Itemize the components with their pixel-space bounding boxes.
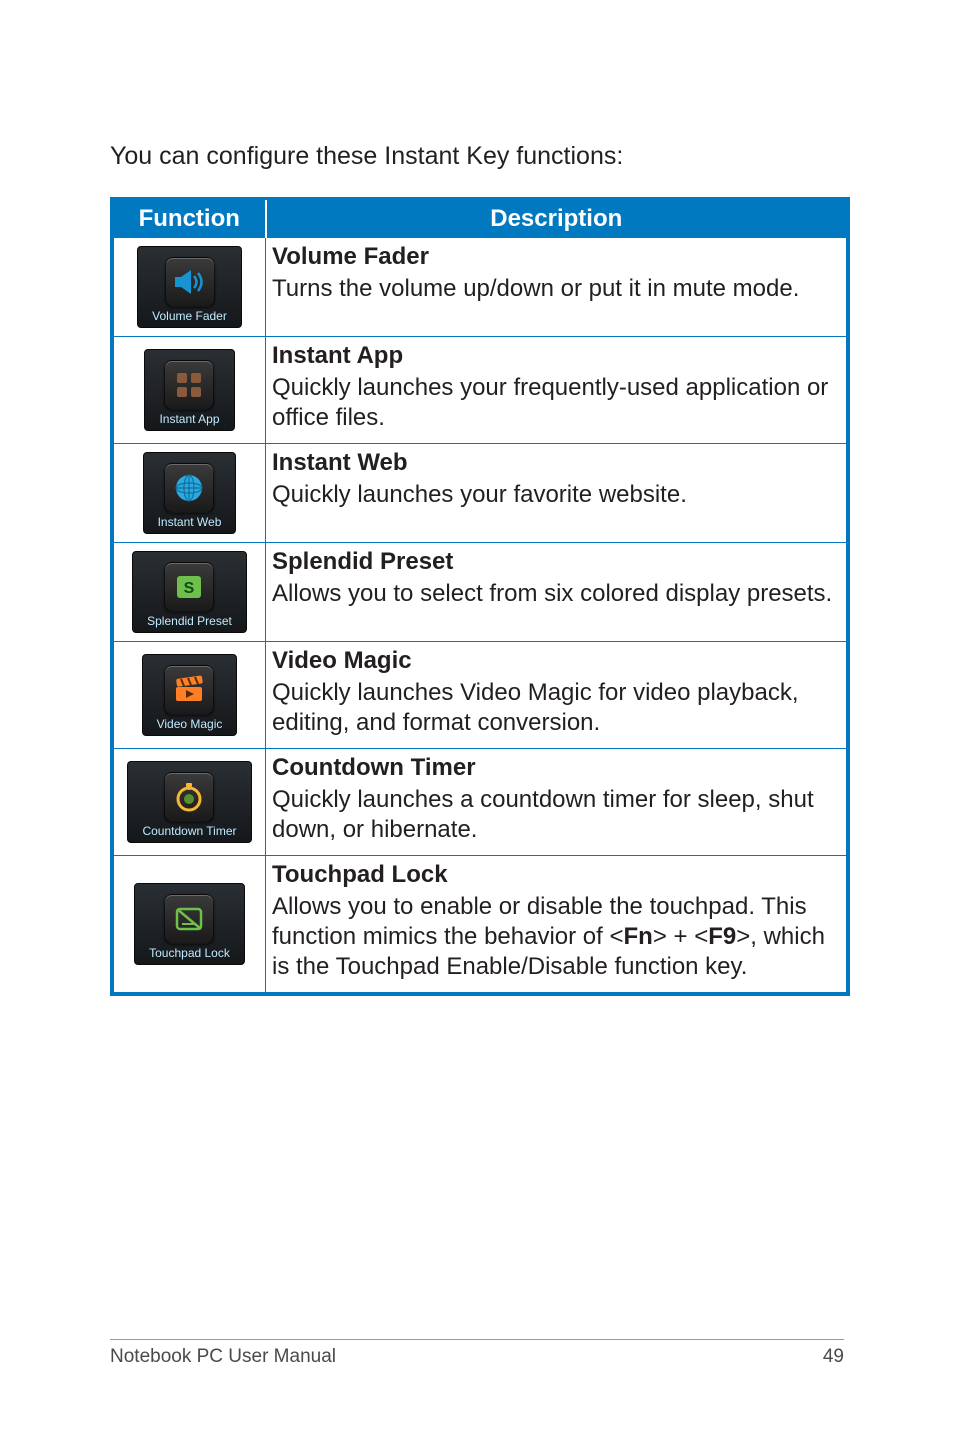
table-row: Instant App Instant App Quickly launches… xyxy=(114,336,847,443)
row-body: Quickly launches Video Magic for video p… xyxy=(272,678,840,738)
icon-caption: Touchpad Lock xyxy=(149,946,230,960)
table-row: Countdown Timer Countdown Timer Quickly … xyxy=(114,748,847,855)
svg-text:S: S xyxy=(184,580,195,597)
table-row: Volume Fader Volume Fader Turns the volu… xyxy=(114,237,847,336)
row-title: Countdown Timer xyxy=(272,753,840,783)
icon-caption: Splendid Preset xyxy=(147,614,232,628)
footer-page-number: 49 xyxy=(823,1346,844,1368)
video-magic-tile: Video Magic xyxy=(142,654,238,736)
row-title: Video Magic xyxy=(272,646,840,676)
row-title: Splendid Preset xyxy=(272,547,840,577)
footer-left: Notebook PC User Manual xyxy=(110,1346,336,1368)
header-function: Function xyxy=(114,200,266,237)
row-title: Touchpad Lock xyxy=(272,860,840,890)
row-body: Turns the volume up/down or put it in mu… xyxy=(272,274,840,304)
tl-mid: > + < xyxy=(653,923,708,950)
instant-web-tile: Instant Web xyxy=(143,452,237,534)
icon-caption: Video Magic xyxy=(157,717,223,731)
icon-caption: Instant App xyxy=(159,412,219,426)
table-row: S Splendid Preset Splendid Preset Allows… xyxy=(114,542,847,641)
row-body: Allows you to enable or disable the touc… xyxy=(272,892,840,982)
intro-text: You can configure these Instant Key func… xyxy=(110,140,844,173)
tl-fn: Fn xyxy=(624,923,653,950)
touchpad-lock-tile: Touchpad Lock xyxy=(134,883,245,965)
countdown-timer-tile: Countdown Timer xyxy=(127,761,251,843)
row-title: Volume Fader xyxy=(272,242,840,272)
row-body: Quickly launches your favorite website. xyxy=(272,480,840,510)
touchpad-lock-icon xyxy=(164,894,214,944)
icon-caption: Instant Web xyxy=(158,515,222,529)
icon-caption: Volume Fader xyxy=(152,309,227,323)
row-body: Quickly launches your frequently-used ap… xyxy=(272,373,840,433)
volume-fader-tile: Volume Fader xyxy=(137,246,242,328)
table-row: Touchpad Lock Touchpad Lock Allows you t… xyxy=(114,855,847,992)
table-row: Video Magic Video Magic Quickly launches… xyxy=(114,641,847,748)
row-title: Instant App xyxy=(272,341,840,371)
row-title: Instant Web xyxy=(272,448,840,478)
instant-app-tile: Instant App xyxy=(144,349,234,431)
row-body: Quickly launches a countdown timer for s… xyxy=(272,785,840,845)
row-body: Allows you to select from six colored di… xyxy=(272,579,840,609)
stopwatch-icon xyxy=(164,772,214,822)
table-row: Instant Web Instant Web Quickly launches… xyxy=(114,443,847,542)
clapperboard-icon xyxy=(164,665,214,715)
speaker-icon xyxy=(165,257,215,307)
functions-table: Function Description xyxy=(110,197,850,996)
splendid-preset-tile: S Splendid Preset xyxy=(132,551,247,633)
s-badge-icon: S xyxy=(164,562,214,612)
icon-caption: Countdown Timer xyxy=(142,824,236,838)
header-description: Description xyxy=(266,200,847,237)
globe-icon xyxy=(164,463,214,513)
page-footer: Notebook PC User Manual 49 xyxy=(110,1339,844,1368)
tl-f9: F9 xyxy=(708,923,736,950)
grid-apps-icon xyxy=(164,360,214,410)
